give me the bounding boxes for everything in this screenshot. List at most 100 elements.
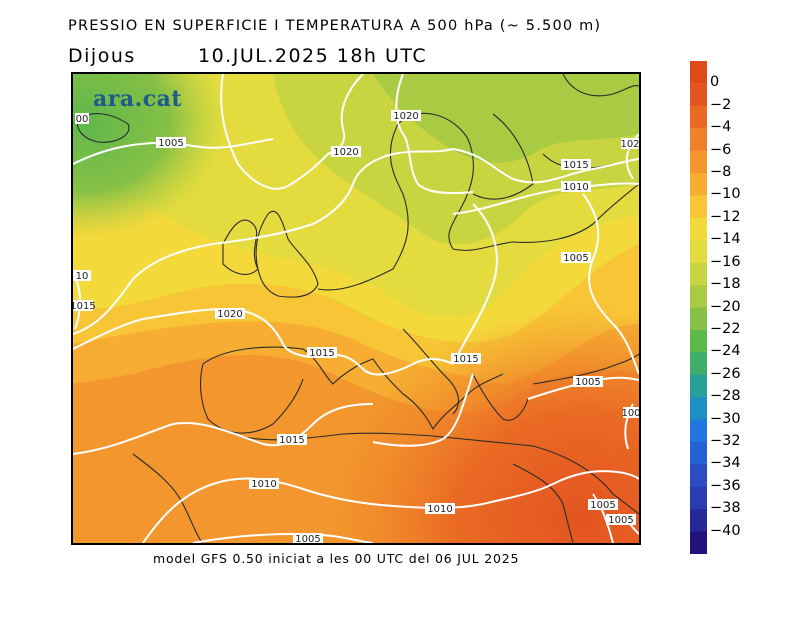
atlantic-africa-coast: [132, 453, 204, 543]
color-scale-label: −26: [710, 365, 741, 382]
isobar-1020-central: [73, 148, 454, 335]
isobar-label: 100: [621, 408, 639, 419]
color-scale-label: −36: [710, 477, 741, 494]
color-scale-label: −30: [710, 410, 741, 427]
isobar-1005-north: [73, 138, 274, 165]
isobar-1020-north: [220, 74, 364, 190]
color-scale-label: 0: [710, 74, 720, 91]
britain-outline: [255, 211, 319, 298]
ara-cat-logo: ara.cat: [93, 86, 183, 112]
model-info: model GFS 0.50 iniciat a les 00 UTC del …: [153, 551, 520, 566]
color-scale-label: −32: [710, 432, 741, 449]
color-swatch: [690, 217, 707, 241]
color-swatch: [690, 128, 707, 152]
isobar-label: 1015: [73, 301, 96, 312]
color-scale-label: −20: [710, 298, 741, 315]
color-scale-label: −14: [710, 231, 741, 248]
isobar-1020-east-edge: [625, 133, 639, 180]
color-scale-label: −4: [710, 119, 732, 136]
color-swatch: [690, 464, 707, 488]
color-swatch: [690, 105, 707, 129]
italy-outline: [402, 328, 459, 415]
color-scale-label: −18: [710, 276, 741, 293]
isobar-label: 102: [620, 139, 639, 150]
isobars: [73, 74, 639, 543]
turkey-outline: [532, 353, 639, 385]
color-scale-label: −22: [710, 320, 741, 337]
color-scale-label: −34: [710, 455, 741, 472]
color-swatch: [690, 240, 707, 264]
isobar-label: 1005: [158, 138, 183, 149]
isobar-1010-africa: [142, 477, 484, 543]
isobar-1005-egypt: [592, 493, 614, 543]
isobar-label: 1015: [279, 435, 304, 446]
isobar-label: 1015: [453, 354, 478, 365]
color-swatch: [690, 374, 707, 398]
isobar-1010-southeast: [482, 470, 639, 505]
isobar-1005-east: [582, 193, 639, 375]
color-scale-label: −12: [710, 208, 741, 225]
isobar-1015-med-west: [73, 403, 374, 455]
color-scale-label: −10: [710, 186, 741, 203]
color-scale-label: −16: [710, 253, 741, 270]
red-sea-outline: [512, 463, 574, 543]
isobar-label: 1010: [563, 182, 588, 193]
isobar-1020-baltic: [395, 74, 474, 194]
isobar-label: 1005: [608, 515, 633, 526]
color-swatch: [690, 352, 707, 376]
color-swatch: [690, 509, 707, 533]
color-scale-label: −28: [710, 388, 741, 405]
isobar-label: 1010: [427, 504, 452, 515]
color-swatch: [690, 419, 707, 443]
color-swatch: [690, 262, 707, 286]
color-swatch: [690, 531, 707, 554]
isobar-1015-south: [73, 307, 454, 376]
iberia-outline: [199, 363, 304, 434]
isobar-1015-med: [372, 373, 474, 447]
forecast-day: Dijous: [68, 45, 136, 67]
color-swatch: [690, 307, 707, 331]
color-swatch: [690, 329, 707, 353]
map-canvas: 00 1005 1020 1020 1015 1010 1005 10 1015…: [73, 74, 639, 543]
color-scale-label: −2: [710, 96, 732, 113]
isobar-label: 1020: [333, 147, 358, 158]
ireland-outline: [222, 219, 259, 275]
isobar-label: 1005: [295, 534, 320, 543]
color-swatch: [690, 173, 707, 196]
forecast-date: 10.JUL.2025 18h UTC: [198, 45, 428, 67]
greece-outline: [472, 373, 529, 421]
color-swatch: [690, 285, 707, 308]
isobar-label: 1010: [251, 479, 276, 490]
color-swatch: [690, 397, 707, 421]
color-scale-label: −8: [710, 164, 732, 181]
isobar-label: 1005: [575, 377, 600, 388]
color-scale-label: −38: [710, 500, 741, 517]
color-scale-label: −6: [710, 141, 732, 158]
isobar-label: 1005: [590, 500, 615, 511]
color-swatch: [690, 150, 707, 174]
color-swatch: [690, 486, 707, 510]
color-scale-bar: [690, 61, 707, 554]
isobar-label: 00: [76, 114, 89, 125]
isobar-label: 1015: [563, 160, 588, 171]
color-swatch: [690, 83, 707, 107]
isobar-label: 1020: [393, 111, 418, 122]
color-swatch: [690, 195, 707, 219]
south-europe-coast: [202, 346, 504, 431]
chart-title: PRESSIO EN SUPERFICIE I TEMPERATURA A 50…: [68, 18, 602, 34]
isobar-1015-east: [452, 148, 639, 184]
isobar-1015-alps: [452, 203, 498, 365]
isobar-label: 1020: [217, 309, 242, 320]
forecast-time: Dijous 10.JUL.2025 18h UTC: [68, 45, 426, 67]
baltic-coast: [472, 113, 534, 200]
isobar-label: 10: [76, 271, 89, 282]
color-swatch: [690, 441, 707, 465]
color-scale-label: −40: [710, 522, 741, 539]
color-swatch: [690, 61, 707, 84]
isobar-label: 1015: [309, 348, 334, 359]
arctic-coast: [562, 74, 639, 97]
iceland-outline: [76, 113, 130, 143]
isobar-label: 1005: [563, 253, 588, 264]
color-scale-label: −24: [710, 343, 741, 360]
weather-map: 00 1005 1020 1020 1015 1010 1005 10 1015…: [71, 72, 641, 545]
